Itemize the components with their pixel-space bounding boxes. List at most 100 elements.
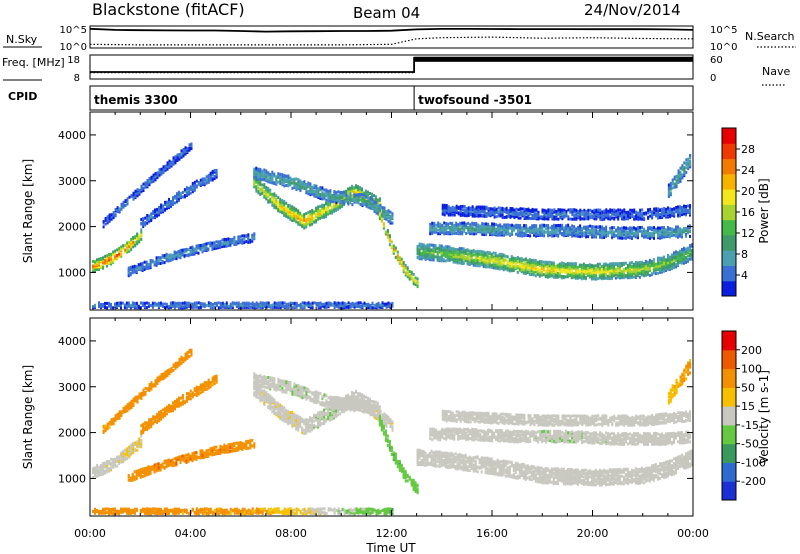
echo-cell: [123, 303, 126, 307]
echo-cell: [610, 272, 613, 276]
echo-cell: [544, 271, 547, 275]
echo-cell: [669, 266, 671, 270]
echo-cell: [418, 254, 421, 258]
echo-cell: [164, 167, 167, 170]
echo-cell: [333, 190, 336, 193]
echo-cell: [601, 225, 604, 229]
echo-cell: [639, 229, 641, 233]
echo-cell: [496, 254, 499, 258]
echo-cell: [569, 227, 572, 231]
echo-cell: [555, 224, 558, 228]
echo-cell: [457, 223, 460, 227]
echo-cell: [615, 228, 618, 232]
echo-cell: [617, 210, 620, 214]
echo-cell: [579, 231, 582, 235]
echo-cell: [485, 230, 488, 234]
echo-cell: [647, 215, 650, 219]
echo-cell: [537, 227, 540, 231]
echo-cell: [590, 263, 593, 267]
echo-cell: [616, 266, 619, 270]
echo-cell: [527, 227, 530, 231]
echo-cell: [163, 254, 166, 257]
echo-cell: [225, 244, 228, 248]
echo-cell: [187, 253, 190, 257]
echo-cell: [158, 207, 161, 211]
echo-cell: [374, 196, 377, 200]
echo-cell: [530, 258, 533, 262]
echo-cell: [289, 207, 292, 211]
echo-cell: [416, 277, 419, 281]
echo-cell: [116, 254, 119, 257]
echo-cell: [133, 301, 136, 305]
echo-cell: [335, 195, 338, 199]
echo-cell: [467, 213, 470, 217]
echo-cell: [481, 227, 484, 231]
echo-cell: [549, 213, 552, 217]
echo-cell: [606, 267, 609, 270]
echo-cell: [652, 271, 655, 275]
echo-cell: [619, 211, 622, 215]
echo-cell: [185, 186, 188, 190]
echo-cell: [467, 231, 470, 234]
echo-cell: [665, 267, 667, 271]
echo-cell: [596, 262, 599, 266]
echo-cell: [643, 235, 645, 239]
echo-cell: [131, 301, 134, 305]
echo-cell: [659, 268, 661, 272]
echo-cell: [562, 275, 565, 278]
echo-cell: [616, 271, 619, 275]
echo-cell: [623, 211, 626, 215]
echo-cell: [623, 226, 625, 230]
echo-cell: [446, 245, 449, 249]
echo-cell: [468, 262, 471, 265]
echo-cell: [677, 256, 679, 260]
echo-cell: [172, 196, 174, 200]
echo-cell: [205, 304, 208, 307]
freq-right-tick-bottom: 0: [710, 73, 716, 84]
echo-cell: [404, 273, 407, 277]
echo-cell: [468, 249, 471, 253]
echo-cell: [673, 258, 675, 262]
echo-cell: [499, 233, 502, 237]
echo-cell: [615, 209, 618, 213]
echo-cell: [149, 263, 152, 267]
echo-cell: [553, 215, 556, 219]
echo-cell: [180, 149, 183, 153]
echo-cell: [629, 232, 631, 236]
echo-cell: [166, 204, 168, 208]
echo-cell: [522, 264, 525, 268]
echo-cell: [609, 215, 612, 219]
echo-cell: [353, 190, 355, 194]
echo-cell: [118, 247, 121, 250]
echo-cell: [134, 235, 137, 239]
echo-cell: [396, 250, 399, 254]
echo-cell: [446, 254, 449, 258]
echo-cell: [659, 270, 661, 274]
echo-cell: [402, 261, 405, 265]
echo-cell: [550, 273, 553, 277]
echo-cell: [460, 247, 463, 251]
echo-cell: [535, 227, 538, 231]
echo-cell: [431, 224, 434, 227]
echo-cell: [608, 272, 611, 276]
echo-cell: [654, 264, 657, 268]
echo-cell: [663, 255, 665, 259]
echo-cell: [422, 243, 425, 247]
echo-cell: [285, 214, 288, 218]
echo-cell: [606, 274, 609, 278]
echo-cell: [673, 251, 675, 255]
echo-cell: [374, 195, 377, 199]
echo-cell: [191, 247, 194, 251]
echo-cell: [450, 258, 453, 262]
echo-cell: [689, 234, 691, 238]
echo-cell: [462, 250, 465, 253]
echo-cell: [325, 201, 328, 205]
echo-cell: [533, 216, 536, 220]
echo-cell: [132, 235, 135, 239]
echo-cell: [483, 209, 486, 213]
echo-cell: [153, 263, 156, 267]
echo-cell: [179, 256, 182, 260]
echo-cell: [412, 282, 415, 286]
echo-cell: [363, 193, 366, 197]
echo-cell: [431, 221, 434, 225]
